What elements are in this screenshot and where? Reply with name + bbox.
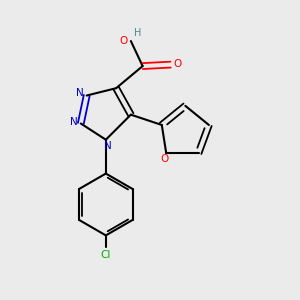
Text: O: O [119,36,128,46]
Text: O: O [160,154,169,164]
Text: N: N [70,117,78,127]
Text: N: N [76,88,84,98]
Text: Cl: Cl [100,250,111,260]
Text: N: N [104,141,112,151]
Text: H: H [134,28,141,38]
Text: O: O [173,59,181,69]
